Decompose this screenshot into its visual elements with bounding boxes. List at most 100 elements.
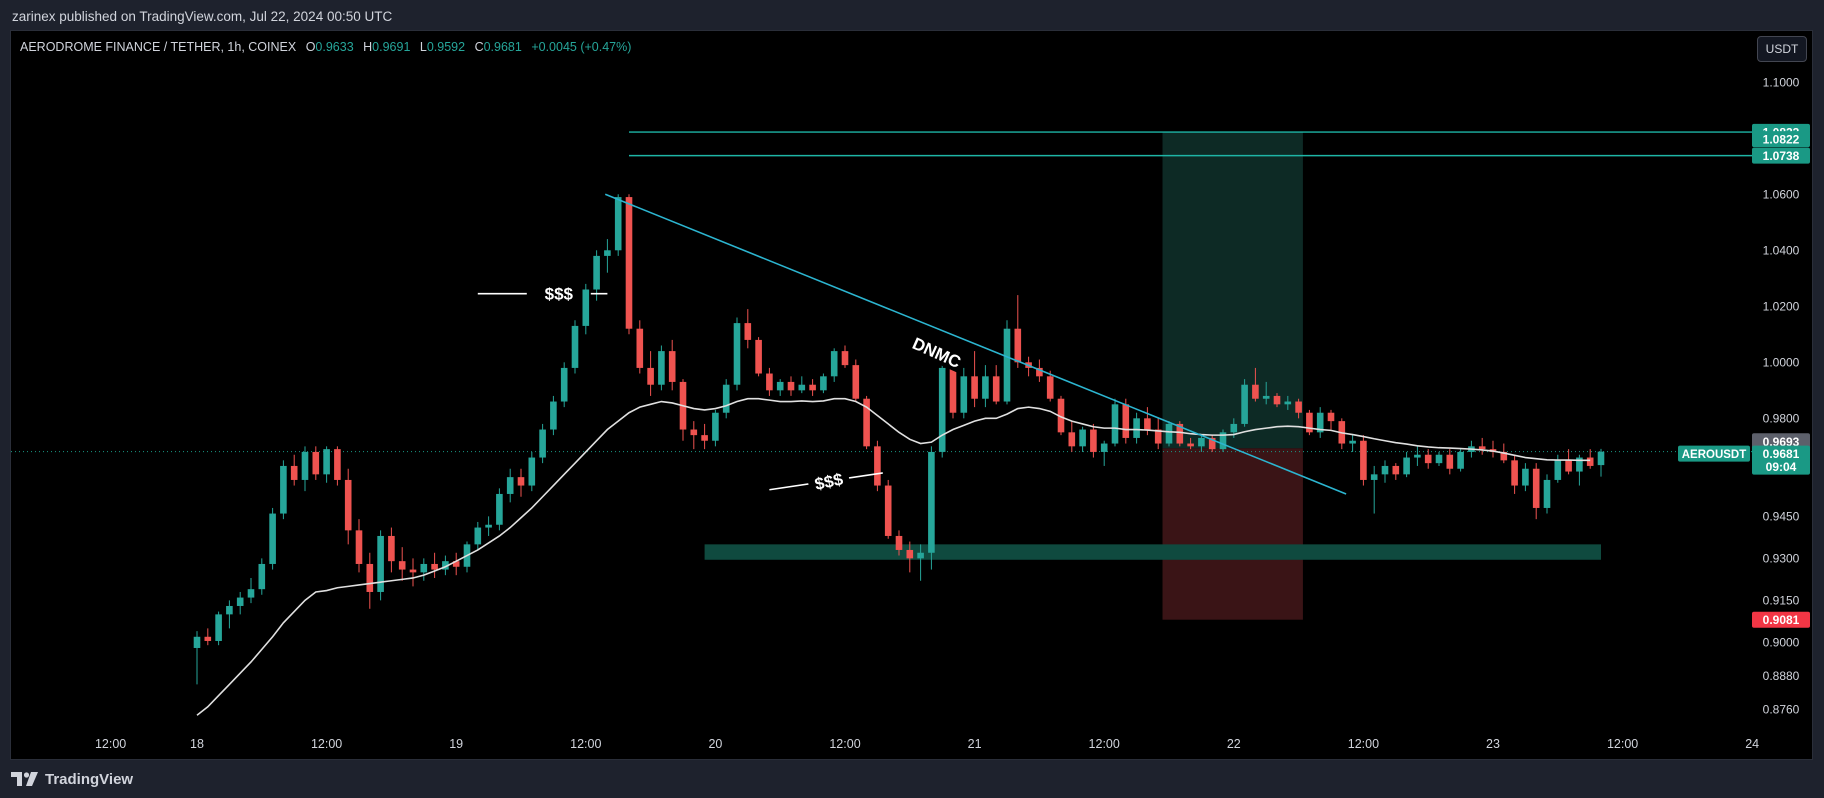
- candle-body: [938, 367, 946, 452]
- candle-body: [388, 535, 395, 562]
- candle-body: [722, 384, 730, 413]
- candle-body: [1090, 429, 1097, 452]
- candle-body: [647, 367, 654, 385]
- x-tick-label: 12:00: [1607, 737, 1638, 751]
- x-tick-label: 23: [1486, 737, 1500, 751]
- candle-body: [614, 197, 622, 251]
- candle-body: [906, 549, 914, 559]
- candle-body: [1511, 460, 1518, 486]
- candle-body: [442, 561, 449, 570]
- candle-body: [755, 339, 762, 374]
- y-tick-label: 0.9000: [1763, 635, 1800, 649]
- candle-body: [744, 323, 752, 340]
- candle-body: [398, 561, 406, 570]
- candle-body: [550, 401, 557, 430]
- x-tick-label: 12:00: [1348, 737, 1379, 751]
- candle-body: [1543, 479, 1551, 508]
- price-label: 1.0738: [1763, 149, 1800, 163]
- legend-high: 0.9691: [372, 40, 411, 54]
- price-label-bg: [1752, 445, 1810, 462]
- candle-body: [409, 569, 417, 573]
- price-label: 0.9681: [1763, 447, 1800, 461]
- candle-body: [1500, 451, 1508, 461]
- candle-body: [1208, 437, 1216, 450]
- candle-body: [1424, 454, 1432, 464]
- candle-body: [560, 367, 568, 402]
- candle-body: [809, 384, 816, 391]
- candle-body: [334, 449, 341, 480]
- publisher-bar: zarinex published on TradingView.com, Ju…: [0, 0, 1824, 30]
- symbol-tag: AEROUSDT: [1682, 449, 1747, 461]
- candle-body: [1403, 457, 1410, 475]
- demand-zone: [704, 544, 1601, 560]
- chart-frame[interactable]: [10, 30, 1813, 760]
- candle-body: [290, 465, 298, 480]
- symbol-tag-bg: [1678, 445, 1750, 462]
- candle-body: [1532, 468, 1540, 508]
- candle-body: [1295, 401, 1302, 413]
- y-tick-label: 0.9450: [1763, 509, 1800, 523]
- candle-body: [1046, 376, 1054, 399]
- candle-body: [895, 535, 903, 550]
- x-tick-label: 24: [1745, 737, 1759, 751]
- candle-body: [1068, 432, 1076, 447]
- y-tick-label: 1.0600: [1763, 187, 1800, 201]
- candle-body: [452, 561, 460, 567]
- x-tick-label: 12:00: [1089, 737, 1120, 751]
- candle-body: [280, 465, 287, 514]
- candle-body: [1586, 457, 1594, 466]
- candle-body: [1036, 367, 1043, 377]
- annotation-label: $$$: [545, 285, 574, 304]
- candle-body: [247, 589, 255, 598]
- candle-body: [1252, 384, 1259, 399]
- candle-body: [852, 365, 860, 399]
- candle-body: [1154, 429, 1162, 444]
- candle-body: [1057, 398, 1065, 433]
- candle-body: [971, 376, 978, 399]
- footer-bar: TradingView: [0, 760, 1824, 798]
- candle-body: [1457, 451, 1464, 469]
- x-tick-label: 12:00: [95, 737, 126, 751]
- currency-button[interactable]: USDT: [1757, 36, 1807, 62]
- candle-body: [366, 563, 374, 592]
- price-label-bg: [1752, 433, 1810, 450]
- x-tick-label: 22: [1227, 737, 1241, 751]
- candle-body: [1176, 423, 1184, 444]
- legend-symbol: AERODROME FINANCE / TETHER, 1h, COINEX: [20, 40, 297, 54]
- candle-body: [1165, 423, 1173, 444]
- ema-line: [196, 397, 1591, 716]
- candle-body: [1100, 443, 1108, 452]
- candle-body: [1144, 418, 1151, 430]
- x-tick-label: 21: [968, 737, 982, 751]
- candle-body: [539, 429, 546, 458]
- target-zone: [1162, 131, 1303, 449]
- candle-body: [226, 605, 233, 615]
- candle-body: [1565, 460, 1572, 472]
- candle-body: [420, 563, 428, 573]
- candle-body: [625, 197, 633, 329]
- candle-body: [668, 351, 676, 382]
- annotation-1: $$$: [806, 467, 851, 496]
- candle-body: [787, 381, 795, 391]
- candle-body: [863, 398, 870, 447]
- candle-body: [431, 563, 438, 570]
- candle-body: [1219, 432, 1227, 450]
- x-tick-label: 12:00: [829, 737, 860, 751]
- y-tick-label: 0.9300: [1763, 551, 1800, 565]
- candle-body: [236, 597, 244, 606]
- candle-body: [474, 527, 482, 545]
- candle-body: [1273, 395, 1281, 405]
- x-tick-label: 20: [708, 737, 722, 751]
- annotation-label: $$$: [813, 469, 845, 494]
- candle-body: [193, 636, 201, 648]
- candle-body: [1241, 384, 1248, 424]
- legend-close: 0.9681: [483, 40, 522, 54]
- candle-body: [841, 351, 849, 366]
- candle-body: [830, 351, 838, 377]
- y-tick-label: 1.0000: [1763, 355, 1800, 369]
- candle-body: [1079, 429, 1086, 447]
- annotation-0: $$$: [538, 283, 580, 304]
- tradingview-logo[interactable]: TradingView: [11, 769, 133, 789]
- price-label-bg: [1752, 131, 1810, 148]
